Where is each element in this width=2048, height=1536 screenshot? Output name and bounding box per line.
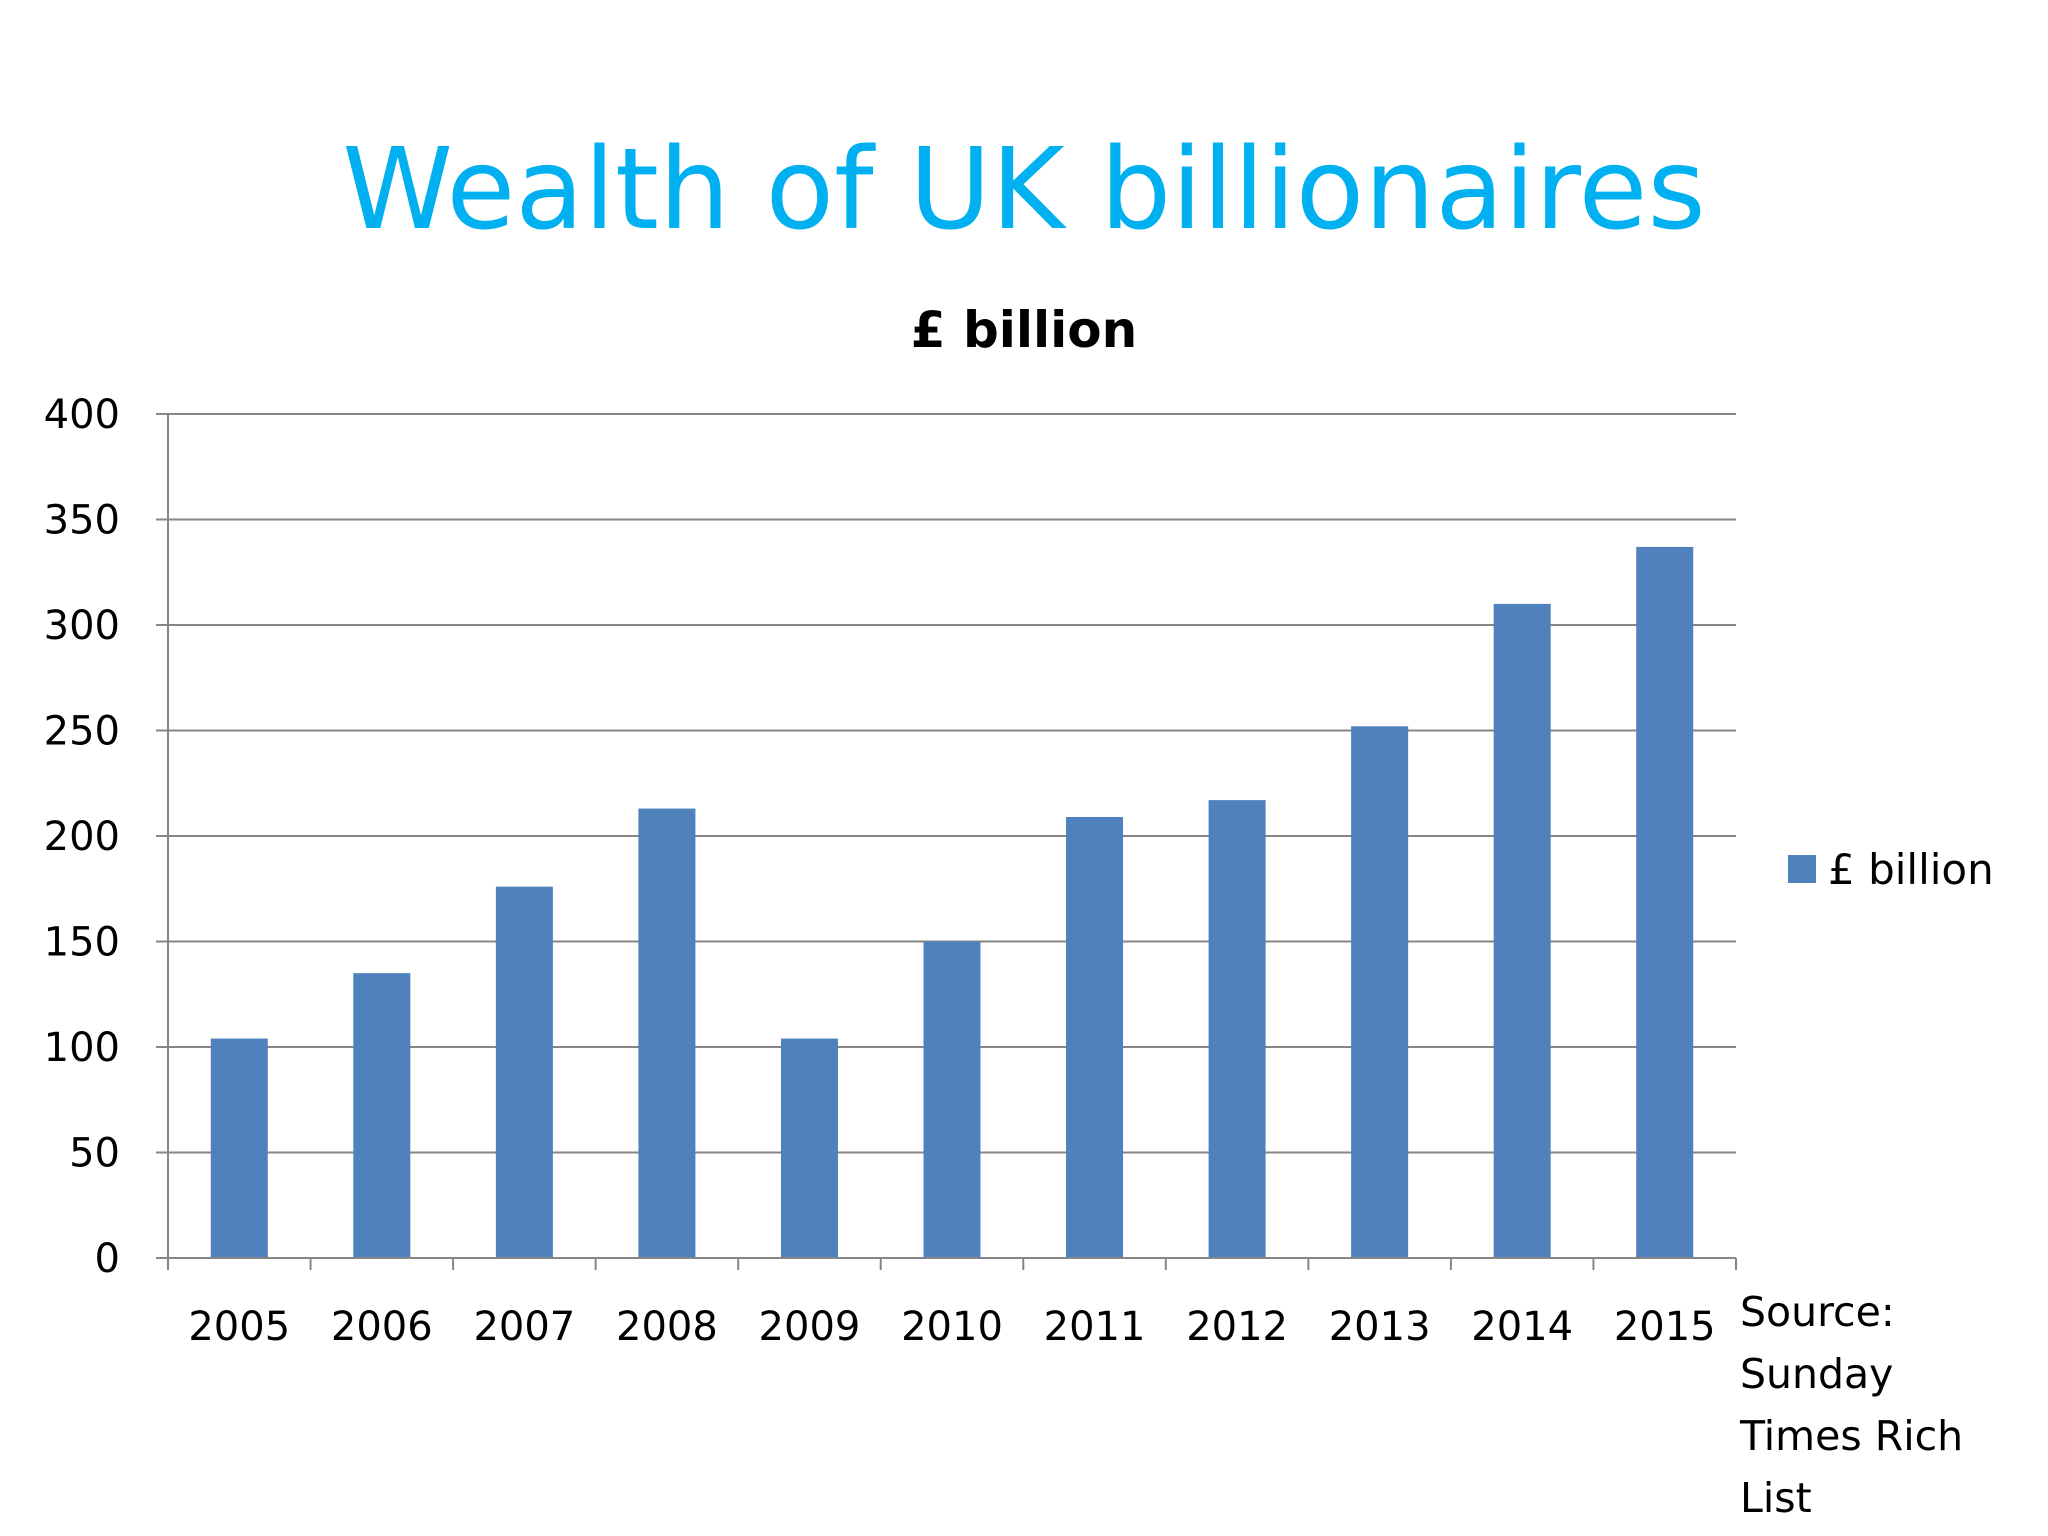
bar (1066, 817, 1124, 1258)
x-tick-label: 2009 (759, 1304, 861, 1350)
x-tick-labels: 2005 2006 2007 2008 2009 2010 2011 2012 2013 2014… (188, 1304, 1715, 1350)
axes (156, 414, 1737, 1270)
y-tick-label: 200 (44, 814, 120, 860)
bar (495, 886, 553, 1258)
y-tick-label: 100 (44, 1025, 120, 1071)
x-tick-label: 2013 (1329, 1304, 1431, 1350)
x-tick-label: 2012 (1186, 1304, 1288, 1350)
y-tick-label: 50 (69, 1131, 120, 1177)
bar (923, 941, 981, 1258)
legend-label: £ billion (1828, 845, 1994, 894)
legend: £ billion (1788, 845, 1994, 894)
source-line: Sunday (1740, 1350, 1893, 1398)
y-tick-label: 0 (95, 1236, 120, 1282)
y-tick-labels: 0 50 100 150 200 250 300 350 400 (44, 392, 120, 1282)
y-tick-label: 250 (44, 709, 120, 755)
source-line: Times Rich (1739, 1412, 1963, 1460)
bars (210, 546, 1694, 1258)
bar (1636, 546, 1694, 1258)
bar (1351, 726, 1409, 1258)
bar (1493, 603, 1551, 1258)
bar (780, 1038, 838, 1258)
x-tick-label: 2006 (331, 1304, 433, 1350)
y-tick-label: 350 (44, 498, 120, 544)
x-tick-label: 2010 (901, 1304, 1003, 1350)
source-line: List (1740, 1474, 1812, 1522)
y-tick-label: 400 (44, 392, 120, 438)
bar (1208, 800, 1266, 1258)
y-tick-label: 150 (44, 920, 120, 966)
x-tick-label: 2011 (1044, 1304, 1146, 1350)
source-line: Source: (1740, 1288, 1895, 1336)
bar (210, 1038, 268, 1258)
y-tick-label: 300 (44, 603, 120, 649)
chart-title: £ billion (911, 301, 1138, 359)
x-tick-label: 2007 (473, 1304, 575, 1350)
x-tick-label: 2014 (1471, 1304, 1573, 1350)
bar (353, 973, 411, 1258)
x-tick-label: 2005 (188, 1304, 290, 1350)
source-note: Source: Sunday Times Rich List (1739, 1288, 1963, 1522)
x-tick-label: 2008 (616, 1304, 718, 1350)
x-tick-label: 2015 (1614, 1304, 1716, 1350)
legend-swatch (1788, 855, 1816, 883)
bar (638, 808, 696, 1258)
slide-title: Wealth of UK billionaires (342, 125, 1706, 255)
